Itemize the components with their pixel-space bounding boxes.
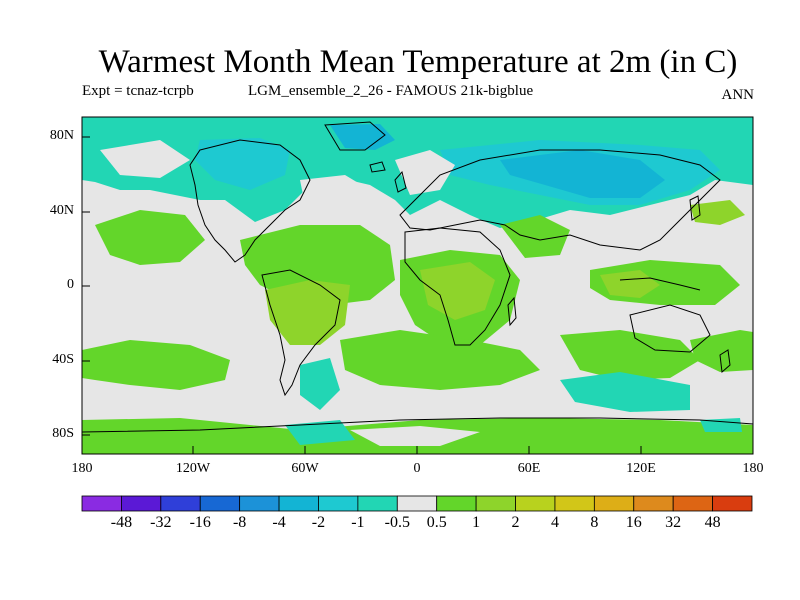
colorbar-label: -32 [150, 514, 172, 531]
coastlines [82, 121, 753, 433]
warming-zone-north-pacific [95, 210, 205, 265]
warming-band-southwest-pacific [690, 330, 753, 372]
coastline-antarctica [82, 417, 753, 433]
lon-label-120w: 120W [175, 461, 211, 476]
coastline-iceland [369, 161, 386, 173]
warming-band-south-atlantic [340, 330, 540, 390]
cooling-zone-canada [195, 138, 290, 190]
colorbar-swatch [199, 495, 241, 512]
cooling-zone-greenland [330, 124, 395, 150]
lon-label-0: 0 [413, 461, 421, 476]
lat-label-80s: 80S [52, 426, 74, 441]
colorbar-label: -4 [272, 514, 286, 531]
colorbar-swatch [633, 495, 674, 512]
colorbar-label: -16 [189, 514, 211, 531]
coastline-south-america [261, 269, 341, 397]
neutral-zone-north-2 [395, 150, 455, 195]
lon-label-120e: 120E [626, 461, 656, 476]
lon-label-60w: 60W [291, 461, 319, 476]
temperature-field [82, 117, 753, 454]
axis-ticks [82, 136, 642, 454]
cooling-zone-southern-ocean-3 [285, 420, 355, 445]
cooling-zone-southern-ocean-1 [560, 372, 690, 412]
coastline-north-america [189, 139, 311, 263]
cooling-zone-southern-ocean-2 [300, 358, 340, 410]
colorbar-swatch [318, 495, 359, 512]
lon-label-180w: 180 [71, 461, 93, 476]
colorbar-label: 2 [511, 514, 520, 531]
colorbar-swatch [554, 495, 595, 512]
warming-zone-indonesia-core [600, 270, 660, 298]
colorbar-swatch [396, 495, 438, 512]
cooling-zone-patagonia [700, 418, 742, 432]
coastline-africa [404, 227, 511, 346]
lon-label-180e: 180 [742, 461, 764, 476]
colorbar-label: 48 [704, 514, 721, 531]
colorbar-swatch [121, 495, 162, 512]
lat-label-0: 0 [67, 277, 74, 292]
cooling-zone-siberia-core [500, 150, 665, 198]
experiment-label: Expt = tcnaz-tcrpb [82, 83, 194, 99]
warming-zone-northwest-pacific [690, 200, 745, 225]
colorbar [81, 495, 753, 512]
warming-band-south-pacific [82, 340, 230, 390]
coastline-indonesia [619, 277, 701, 291]
lon-label-60e: 60E [517, 461, 541, 476]
neutral-zone-southern-ocean [350, 426, 480, 446]
neutral-zone-north-3 [300, 175, 370, 210]
warming-band-south-indian [560, 330, 700, 380]
lat-label-40s: 40S [52, 352, 74, 367]
colorbar-swatch [672, 495, 713, 512]
coastline-japan [689, 195, 701, 221]
colorbar-label: 32 [665, 514, 682, 531]
neutral-zone-north-1 [100, 140, 190, 178]
warming-zone-tropical-atlantic [240, 225, 395, 305]
colorbar-label: 1 [472, 514, 481, 531]
coastline-madagascar [507, 296, 517, 327]
colorbar-swatch [160, 495, 201, 512]
colorbar-swatch [436, 495, 477, 512]
coastline-eurasia [399, 149, 721, 251]
run-label: LGM_ensemble_2_26 - FAMOUS 21k-bigblue [248, 83, 534, 99]
colorbar-swatch [712, 495, 753, 512]
colorbar-label: -2 [311, 514, 326, 531]
colorbar-label: 16 [625, 514, 642, 531]
colorbar-label: -0.5 [384, 514, 410, 531]
coastline-british-isles [394, 170, 407, 193]
colorbar-swatch [239, 495, 280, 512]
colorbar-label: 4 [550, 514, 559, 531]
colorbar-label: 0.5 [426, 514, 447, 531]
lat-label-40n: 40N [49, 203, 74, 218]
colorbar-label: -1 [351, 514, 365, 531]
coastline-australia [629, 304, 711, 353]
cooling-zone-atlantic [275, 132, 360, 175]
season-label: ANN [721, 87, 755, 103]
colorbar-swatch [81, 495, 122, 512]
coastline-greenland [324, 121, 386, 151]
colorbar-label: -48 [110, 514, 133, 531]
colorbar-swatch [357, 495, 398, 512]
colorbar-swatch [515, 495, 556, 512]
lat-label-80n: 80N [49, 128, 74, 143]
map-title: Warmest Month Mean Temperature at 2m (in… [98, 44, 738, 80]
coastline-new-zealand [719, 349, 731, 374]
colorbar-swatch [475, 495, 516, 512]
warming-zone-south-america [265, 280, 350, 345]
warming-zone-africa-core [420, 262, 495, 320]
colorbar-label: -8 [232, 514, 247, 531]
warming-zone-arabia [500, 215, 570, 258]
colorbar-label: 8 [590, 514, 599, 531]
colorbar-swatch [593, 495, 635, 512]
colorbar-swatch [278, 495, 319, 512]
